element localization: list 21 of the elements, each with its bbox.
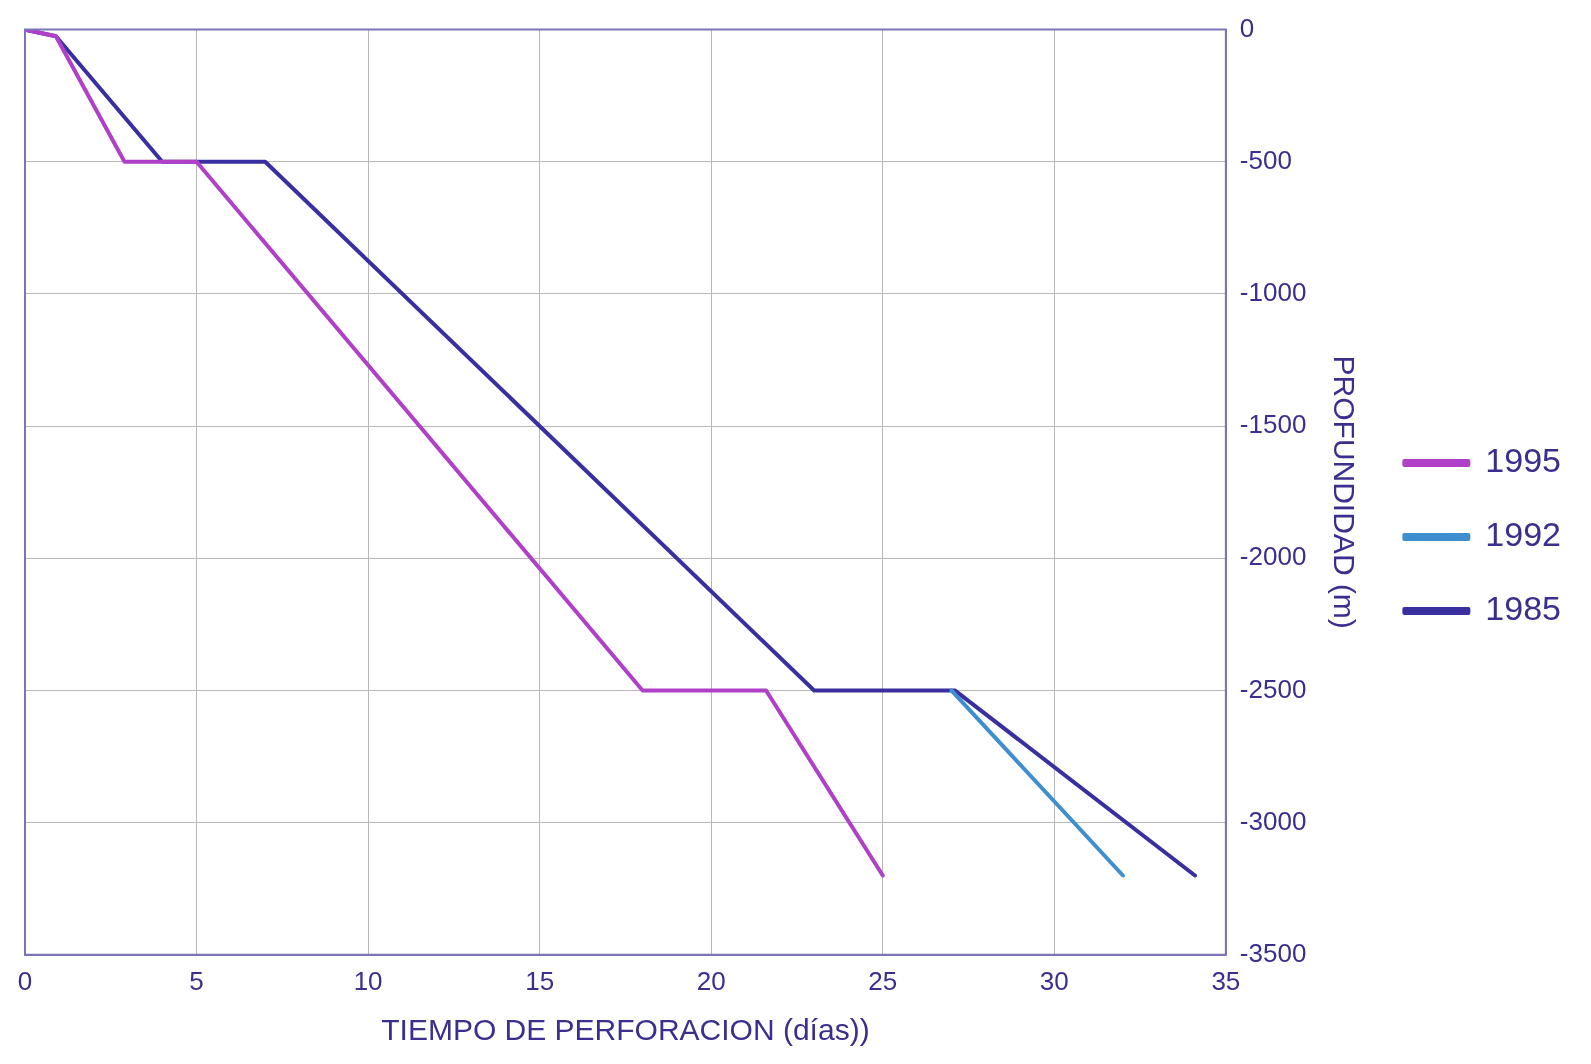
y-axis-title: PROFUNDIDAD (m) xyxy=(1328,355,1362,629)
x-tick-label: 30 xyxy=(1039,965,1069,996)
x-axis-title: TIEMPO DE PERFORACION (días)) xyxy=(381,1013,870,1047)
x-tick-label: 10 xyxy=(353,965,383,996)
x-tick-label: 15 xyxy=(525,965,555,996)
legend-label: 1995 xyxy=(1485,441,1561,480)
legend-label: 1985 xyxy=(1485,589,1561,628)
y-tick-label: -500 xyxy=(1239,144,1292,175)
y-tick-label: -3000 xyxy=(1239,805,1307,836)
y-tick-label: -2500 xyxy=(1239,673,1307,704)
legend-label: 1992 xyxy=(1485,515,1561,554)
y-tick-label: -1000 xyxy=(1239,277,1307,308)
x-tick-label: 20 xyxy=(696,965,726,996)
y-tick-label: -3500 xyxy=(1239,937,1307,968)
y-tick-label: 0 xyxy=(1239,12,1255,43)
y-tick-label: -2000 xyxy=(1239,541,1307,572)
y-tick-label: -1500 xyxy=(1239,409,1307,440)
x-tick-label: 0 xyxy=(17,965,33,996)
x-tick-label: 5 xyxy=(189,965,204,996)
x-tick-label: 35 xyxy=(1211,965,1241,996)
x-tick-label: 25 xyxy=(868,965,898,996)
